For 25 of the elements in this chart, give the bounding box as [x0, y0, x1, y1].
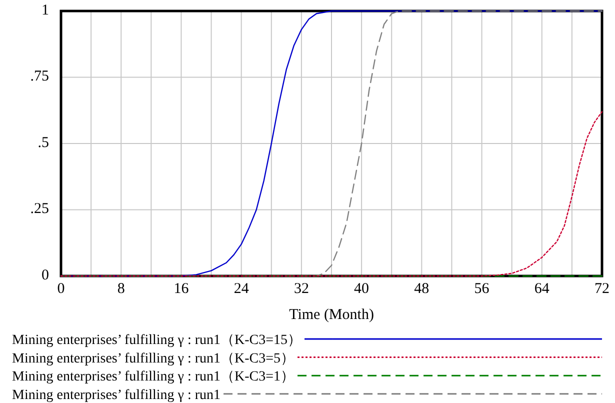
- x-tick-label: 48: [414, 281, 430, 297]
- legend-label: Mining enterprises’ fulfilling γ : run1（K-C3=5）: [12, 351, 295, 366]
- line-series: [60, 111, 603, 277]
- legend-item: Mining enterprises’ fulfilling γ : run1: [12, 388, 602, 403]
- legend-label: Mining enterprises’ fulfilling γ : run1（K-C3=15）: [12, 333, 302, 348]
- x-tick-label: 8: [117, 281, 125, 297]
- y-tick-label: .5: [38, 134, 49, 151]
- x-tick-label: 40: [354, 281, 370, 297]
- legend-item: Mining enterprises’ fulfilling γ : run1（K-C3=15）: [12, 333, 602, 348]
- y-tick-label: .25: [30, 201, 49, 218]
- x-tick-label: 72: [594, 281, 610, 297]
- legend-item: Mining enterprises’ fulfilling γ : run1（K-C3=5）: [12, 351, 602, 366]
- x-tick-label: 24: [234, 281, 250, 297]
- y-tick-label: .75: [30, 68, 49, 85]
- x-tick-label: 56: [474, 281, 490, 297]
- legend-label: Mining enterprises’ fulfilling γ : run1（K-C3=1）: [12, 370, 295, 385]
- y-tick-label: 0: [42, 267, 49, 284]
- legend-label: Mining enterprises’ fulfilling γ : run1: [12, 388, 221, 403]
- y-tick-label: 1: [42, 2, 49, 18]
- x-tick-label: 16: [174, 281, 190, 297]
- x-tick-label: 64: [534, 281, 550, 297]
- legend-item: Mining enterprises’ fulfilling γ : run1（K-C3=1）: [12, 370, 602, 385]
- x-tick-label: 0: [57, 281, 65, 297]
- x-axis-title: Time (Month): [289, 307, 374, 323]
- x-tick-label: 32: [294, 281, 309, 297]
